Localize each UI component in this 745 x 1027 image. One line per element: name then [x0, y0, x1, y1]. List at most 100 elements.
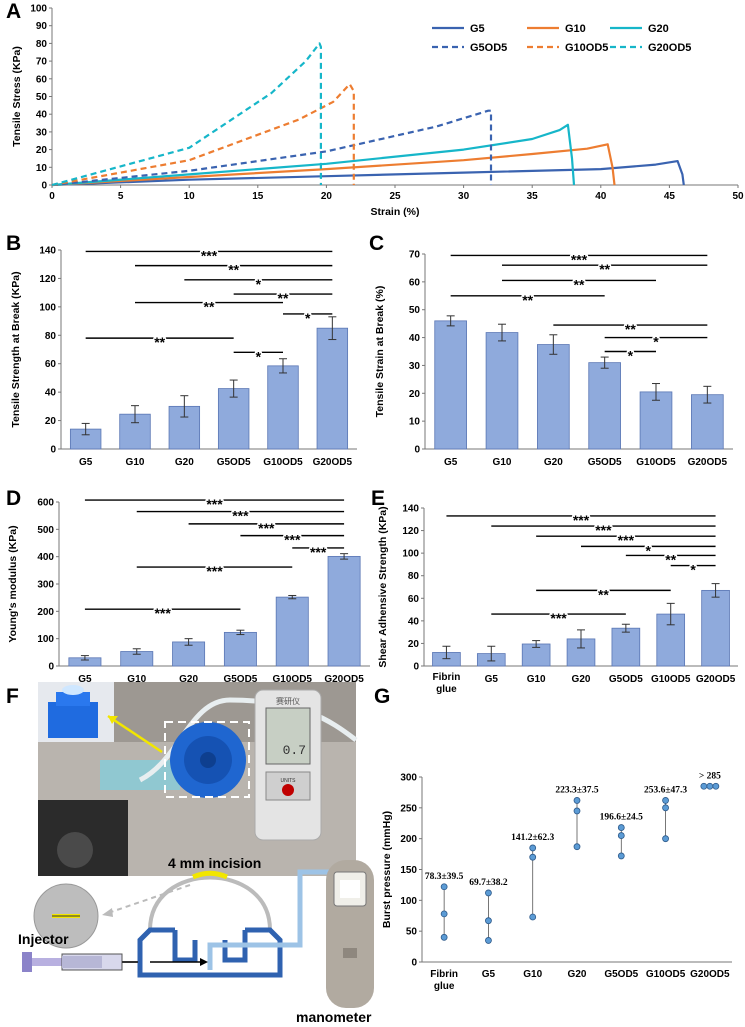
y-tick-label: 30	[409, 361, 421, 372]
bar	[611, 627, 641, 667]
y-tick-label: 100	[402, 549, 419, 560]
y-tick-label: 0	[50, 445, 56, 456]
legend-label: G5OD5	[470, 42, 507, 54]
significance-label: ***	[550, 610, 567, 626]
x-category-label: G10	[527, 674, 546, 685]
bar	[223, 631, 257, 667]
x-tick-label: 30	[458, 191, 470, 202]
significance-label: *	[646, 542, 652, 558]
x-category-label: G5OD5	[604, 969, 638, 980]
y-tick-label: 100	[37, 634, 54, 645]
bar	[217, 388, 250, 450]
data-point	[617, 824, 625, 831]
y-axis-title: Shear Adhensive Strength (KPa)	[377, 506, 389, 667]
y-tick-label: 0	[41, 181, 47, 192]
y-tick-label: 0	[413, 662, 419, 673]
significance-label: **	[625, 321, 636, 337]
significance-label: *	[690, 562, 696, 578]
x-category-label: G20OD5	[313, 457, 353, 468]
y-tick-label: 50	[409, 305, 421, 316]
panel-label-g: G	[374, 685, 390, 708]
y-tick-label: 40	[409, 333, 421, 344]
x-category-label: G20	[175, 457, 194, 468]
data-point	[700, 782, 708, 790]
x-category-label: G5OD5	[217, 457, 251, 468]
y-tick-label: 400	[37, 552, 54, 563]
y-tick-label: 80	[408, 571, 420, 582]
device-button-label: UNITS	[281, 778, 297, 784]
y-tick-label: 100	[39, 302, 56, 313]
y-tick-label: 300	[400, 773, 417, 784]
significance-label: ***	[595, 522, 612, 538]
data-point	[662, 835, 669, 843]
y-tick-label: 200	[400, 834, 417, 845]
panel-label-f: F	[6, 685, 19, 708]
x-tick-label: 5	[118, 191, 124, 202]
y-tick-label: 30	[36, 127, 48, 138]
bar	[639, 391, 673, 450]
chart-e-shear-strength: 0 20 40 60 80 100 120 140 Shear Adhensive Streng…	[377, 504, 738, 695]
series-line-g20od5	[51, 42, 322, 187]
x-category-label: G20OD5	[324, 674, 364, 685]
significance-label: *	[653, 334, 659, 350]
injector-label: Injector	[18, 931, 69, 947]
bar	[537, 344, 570, 450]
y-axis-title: Tensile Strength at Break (KPa)	[10, 271, 22, 427]
y-tick-label: 40	[45, 388, 57, 399]
device-display: 0.7	[283, 743, 306, 758]
x-tick-label: 35	[527, 191, 539, 202]
y-tick-label: 0	[48, 662, 54, 673]
significance-label: ***	[206, 563, 223, 579]
x-tick-label: 20	[321, 191, 333, 202]
data-point	[662, 797, 669, 804]
y-tick-label: 70	[409, 250, 421, 261]
panel-label-e: E	[371, 487, 385, 510]
bar	[172, 641, 206, 667]
y-tick-label: 40	[36, 110, 48, 121]
legend-label: G5	[470, 23, 485, 35]
legend-label: G20	[648, 23, 669, 35]
x-category-label: G5OD5	[223, 674, 257, 685]
y-tick-label: 10	[36, 163, 48, 174]
x-category-label: G10OD5	[273, 674, 313, 685]
manometer-label: manometer	[296, 1009, 372, 1025]
x-category-label: G5OD5	[609, 674, 643, 685]
series-line-g5	[51, 160, 685, 187]
bar	[691, 394, 724, 450]
x-tick-label: 25	[389, 191, 401, 202]
significance-label: *	[305, 310, 311, 326]
data-point	[573, 843, 581, 851]
mean-sd-annotation: 253.6±47.3	[644, 785, 687, 795]
bar	[701, 589, 730, 667]
significance-label: *	[628, 348, 634, 364]
data-point	[617, 832, 625, 839]
significance-label: **	[598, 586, 609, 602]
data-point	[485, 937, 492, 944]
significance-label: ***	[201, 247, 218, 263]
significance-label: *	[256, 348, 262, 364]
data-point	[529, 853, 537, 861]
x-category-label: G10OD5	[636, 457, 676, 468]
y-axis-title: Tensile Stress (KPa)	[11, 46, 23, 147]
bar	[267, 365, 299, 450]
data-point	[529, 913, 537, 921]
x-category-label: G10OD5	[263, 457, 303, 468]
significance-label: ***	[232, 508, 249, 524]
significance-label: **	[278, 290, 289, 306]
legend-label: G20OD5	[648, 42, 691, 54]
y-tick-label: 80	[45, 331, 57, 342]
significance-label: **	[574, 276, 585, 292]
data-point	[485, 917, 492, 925]
y-tick-label: 120	[402, 526, 419, 537]
x-tick-label: 0	[49, 191, 55, 202]
bar	[434, 320, 467, 450]
mean-sd-annotation: 69.7±38.2	[469, 878, 508, 888]
bar	[327, 555, 361, 667]
significance-label: *	[256, 276, 262, 292]
y-tick-label: 0	[411, 958, 417, 969]
x-tick-label: 45	[664, 191, 676, 202]
y-tick-label: 140	[39, 246, 56, 257]
significance-label: ***	[258, 520, 275, 536]
x-category-label: G20OD5	[690, 969, 730, 980]
y-tick-label: 10	[409, 417, 421, 428]
